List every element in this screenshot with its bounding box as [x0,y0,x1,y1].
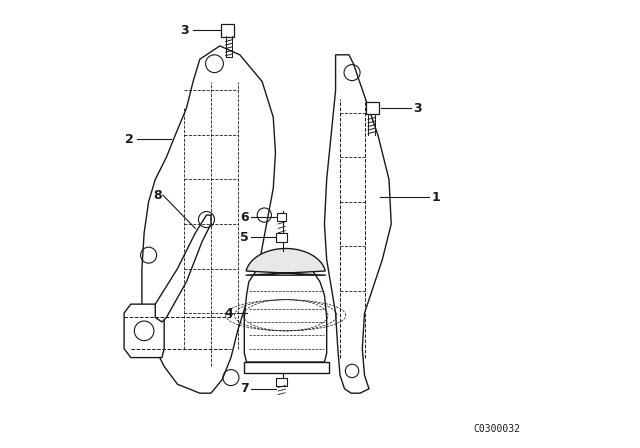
Text: 7: 7 [240,382,249,395]
Text: 8: 8 [153,189,162,202]
Polygon shape [244,362,329,373]
FancyBboxPatch shape [366,102,379,115]
Bar [276,379,287,386]
Polygon shape [156,215,211,322]
Polygon shape [124,304,164,358]
Text: 3: 3 [180,24,189,37]
Text: 4: 4 [225,306,233,319]
Polygon shape [142,46,275,393]
Text: 2: 2 [125,133,134,146]
Text: 1: 1 [431,191,440,204]
Polygon shape [324,55,391,393]
FancyBboxPatch shape [221,24,234,37]
Polygon shape [244,253,326,362]
Bar [276,233,287,242]
Text: 3: 3 [413,102,422,115]
Polygon shape [246,249,326,275]
Bar [277,213,286,221]
Text: 6: 6 [240,211,248,224]
Text: C0300032: C0300032 [474,424,520,434]
Text: 5: 5 [240,231,249,244]
